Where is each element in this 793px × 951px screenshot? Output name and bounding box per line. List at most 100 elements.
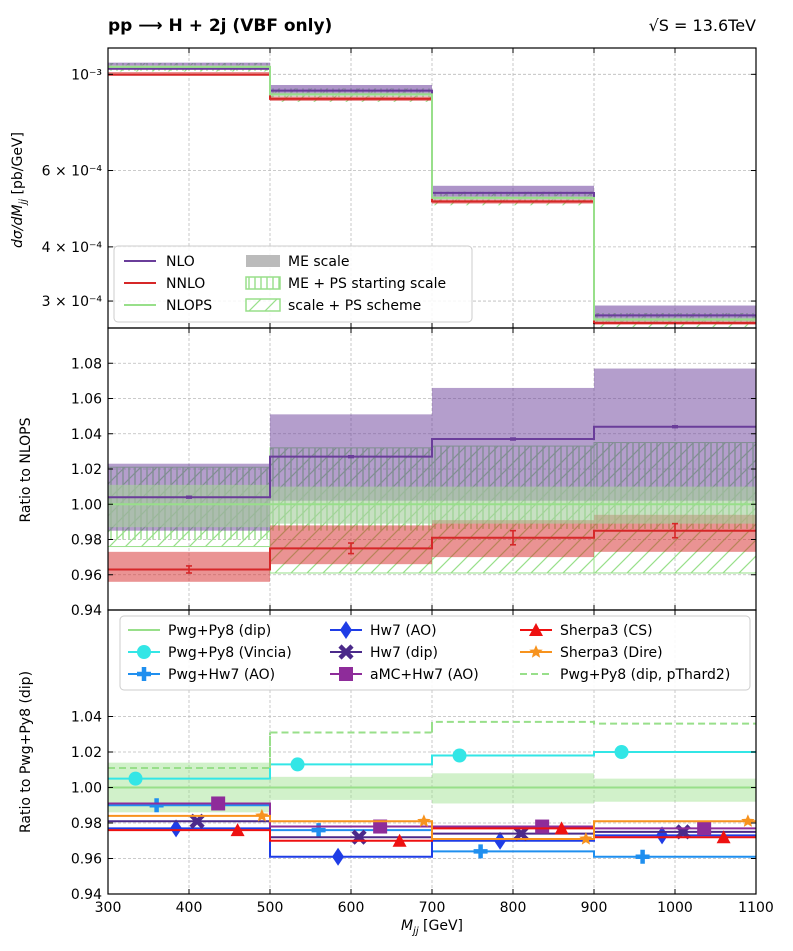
legend-swatch-marker xyxy=(137,645,151,659)
bottom-plus-marker xyxy=(311,823,326,838)
bottom-star-marker xyxy=(741,814,755,827)
bottom-circle-marker xyxy=(452,748,467,763)
legend-label: NLOPS xyxy=(166,298,212,314)
middle-panel-plot xyxy=(108,368,756,582)
bottom-triangle-marker xyxy=(230,823,245,837)
x-tick-label: 900 xyxy=(581,900,608,916)
bottom-triangle-marker xyxy=(392,833,407,847)
y-tick-label: 10⁻³ xyxy=(71,67,102,83)
y-tick-label: 0.98 xyxy=(71,533,102,549)
legend-label: Pwg+Hw7 (AO) xyxy=(168,667,275,683)
y-tick-label: 1.00 xyxy=(71,497,102,513)
bottom-square-marker xyxy=(211,796,226,811)
bottom-star-marker xyxy=(255,808,269,822)
top-y-label: dσ/dMjj [pb/GeV] xyxy=(10,132,29,248)
y-tick-label: 1.02 xyxy=(71,745,102,761)
axis-ticks: 300 400 500 600 700 800 900 1000 1100 10⁻³ 6 × 10⁻… xyxy=(42,48,774,916)
bottom-x-marker xyxy=(513,826,529,842)
mid-nlops-me-tint-bin-1 xyxy=(108,484,270,528)
bottom-plus-marker xyxy=(635,849,650,864)
top-nlo-band-bin-3 xyxy=(432,185,594,198)
legend-label: Pwg+Py8 (dip) xyxy=(168,623,271,639)
y-tick-label: 1.08 xyxy=(71,356,102,372)
bottom-diamond-marker xyxy=(170,819,183,838)
bottom-plus-marker xyxy=(149,798,164,813)
bottom-star-marker xyxy=(417,814,431,827)
legend-label: Sherpa3 (CS) xyxy=(560,623,653,639)
y-tick-label: 0.98 xyxy=(71,816,102,832)
y-tick-label: 1.00 xyxy=(71,781,102,797)
legend-label: Pwg+Py8 (dip, pThard2) xyxy=(560,667,730,683)
mid-nlops-me-band-bin-1 xyxy=(108,484,270,528)
bottom-triangle-marker xyxy=(716,830,731,844)
legend-label: Hw7 (dip) xyxy=(370,645,438,661)
y-tick-label: 0.96 xyxy=(71,568,102,584)
bottom-circle-marker xyxy=(290,757,305,772)
top-legend-frame xyxy=(113,245,473,323)
legend-swatch-me-scale xyxy=(246,255,280,267)
y-tick-label: 1.04 xyxy=(71,427,102,443)
legend-label: ME scale xyxy=(288,254,349,270)
bottom-legend: Pwg+Py8 (dip) Pwg+Py8 (Vincia) Pwg+Hw7 (AO… xyxy=(119,615,751,691)
bottom-reference-band-bin-4 xyxy=(594,778,756,802)
top-nlo-band-bin-4 xyxy=(594,305,756,320)
x-tick-label: 600 xyxy=(338,900,365,916)
legend-label: Pwg+Py8 (Vincia) xyxy=(168,645,292,661)
legend-label: aMC+Hw7 (AO) xyxy=(370,667,479,683)
mid-nlo-band-bin-3 xyxy=(432,387,594,501)
x-tick-label: 1000 xyxy=(657,900,693,916)
top-panel-plot xyxy=(108,62,756,327)
bottom-star-marker xyxy=(579,832,593,845)
bottom-panel-plot xyxy=(108,720,756,866)
legend-label: NNLO xyxy=(166,276,205,292)
legend-swatch-ps-scheme xyxy=(245,298,281,312)
legend-swatch-marker xyxy=(529,645,543,658)
legend-swatch-ps-start xyxy=(245,276,281,290)
legend-swatch-marker xyxy=(339,667,353,681)
bottom-diamond-marker xyxy=(332,847,345,866)
bottom-circle-marker xyxy=(128,771,143,786)
legend-swatch-marker xyxy=(338,644,354,660)
bottom-legend-frame xyxy=(119,615,751,691)
bottom-square-marker xyxy=(373,819,388,834)
x-tick-label: 1100 xyxy=(738,900,774,916)
legend-label: Sherpa3 (Dire) xyxy=(560,645,663,661)
legend-swatch-marker xyxy=(529,623,543,636)
energy-label: √S = 13.6TeV xyxy=(649,16,756,35)
legend-swatch-marker xyxy=(340,621,352,639)
bottom-y-label: Ratio to Pwg+Py8 (dip) xyxy=(18,671,34,833)
x-tick-label: 700 xyxy=(419,900,446,916)
y-tick-label: 1.04 xyxy=(71,710,102,726)
y-tick-label: 1.02 xyxy=(71,462,102,478)
y-tick-label: 3 × 10⁻⁴ xyxy=(42,294,103,310)
top-nlo-band-bin-2 xyxy=(270,85,432,94)
legend-swatch-marker xyxy=(137,667,151,681)
x-tick-label: 300 xyxy=(95,900,122,916)
y-tick-label: 0.94 xyxy=(71,603,102,619)
bottom-square-marker xyxy=(697,821,712,836)
bottom-triangle-marker xyxy=(554,821,569,835)
x-axis-label: Mjj [GeV] xyxy=(401,918,463,937)
bottom-diamond-marker xyxy=(494,831,507,850)
legend-label: Hw7 (AO) xyxy=(370,623,437,639)
bottom-square-marker xyxy=(535,819,550,834)
top-legend: NLO NNLO NLOPS ME scale ME + PS starting sca… xyxy=(113,245,473,323)
y-tick-label: 0.94 xyxy=(71,887,102,903)
y-tick-label: 0.96 xyxy=(71,852,102,868)
bottom-circle-marker xyxy=(614,745,629,759)
process-title: pp ⟶ H + 2j (VBF only) xyxy=(108,16,332,36)
x-tick-label: 500 xyxy=(257,900,284,916)
x-tick-label: 400 xyxy=(176,900,203,916)
bottom-x-marker xyxy=(189,813,205,829)
legend-label: scale + PS scheme xyxy=(288,298,421,314)
middle-y-label: Ratio to NLOPS xyxy=(18,417,34,522)
mid-nlo-band-bin-4 xyxy=(594,368,756,501)
x-tick-label: 800 xyxy=(500,900,527,916)
legend-label: NLO xyxy=(166,254,195,270)
legend-label: ME + PS starting scale xyxy=(288,276,446,292)
bottom-plus-marker xyxy=(473,844,488,859)
y-tick-label: 4 × 10⁻⁴ xyxy=(42,240,103,256)
y-tick-label: 6 × 10⁻⁴ xyxy=(42,164,103,180)
y-tick-label: 1.06 xyxy=(71,392,102,408)
